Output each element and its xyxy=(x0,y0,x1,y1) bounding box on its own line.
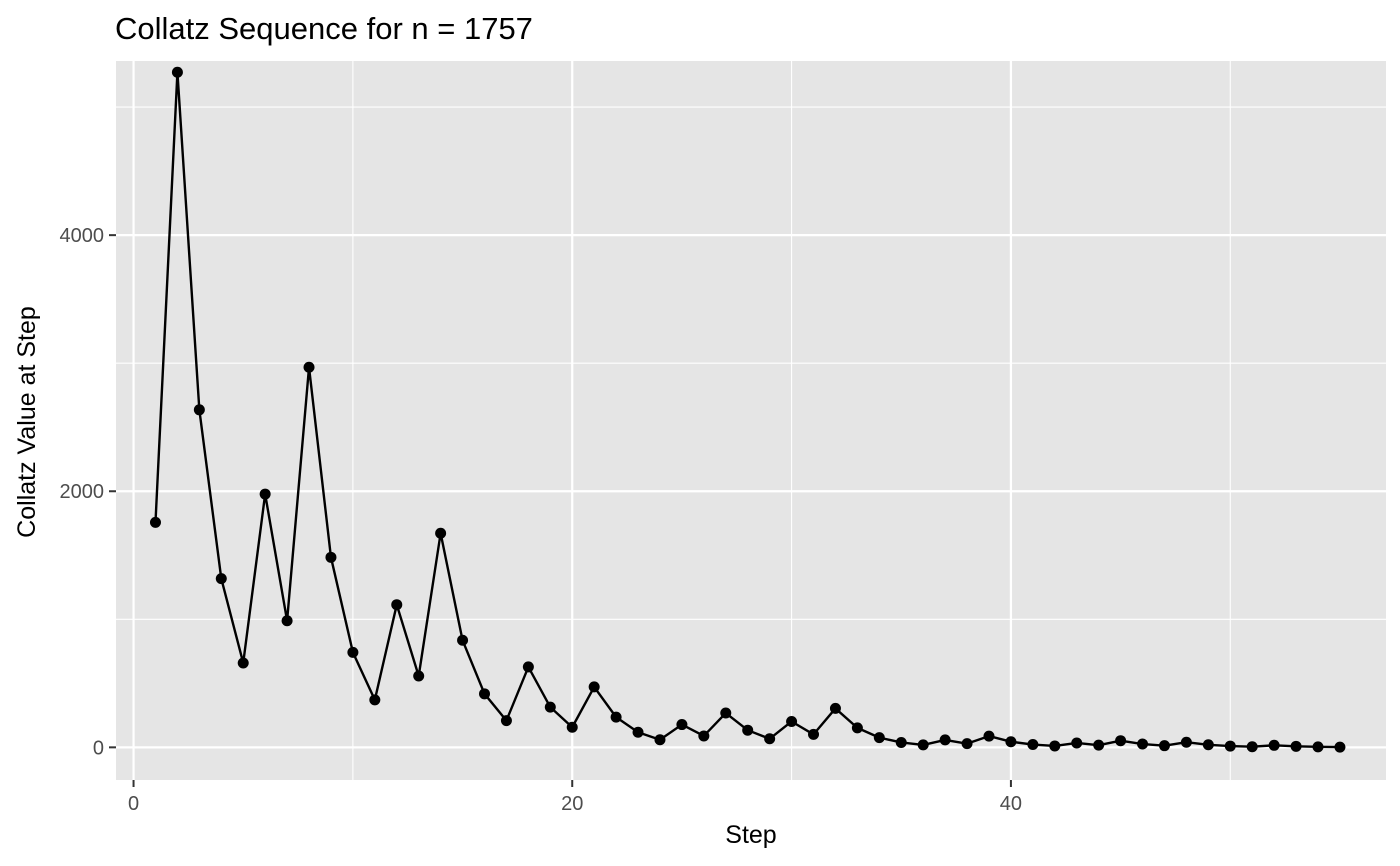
data-point xyxy=(654,734,666,746)
data-point xyxy=(413,670,425,682)
data-point xyxy=(1158,740,1170,752)
x-axis-title: Step xyxy=(725,821,776,849)
data-point xyxy=(610,711,622,723)
data-point xyxy=(851,722,863,734)
data-point xyxy=(1312,741,1324,753)
y-axis: 0 2000 4000 xyxy=(60,225,116,759)
data-point xyxy=(259,488,271,500)
data-point xyxy=(1071,737,1083,749)
data-point xyxy=(764,733,776,745)
data-point xyxy=(1005,736,1017,748)
data-point xyxy=(588,681,600,693)
data-point xyxy=(983,730,995,742)
x-tick-label: 0 xyxy=(128,793,139,815)
data-point xyxy=(676,719,688,731)
data-point xyxy=(808,728,820,740)
data-point xyxy=(171,66,183,78)
data-point xyxy=(1027,739,1039,751)
data-point xyxy=(1093,739,1105,751)
data-point xyxy=(829,702,841,714)
data-point xyxy=(193,404,205,416)
y-axis-title: Collatz Value at Step xyxy=(13,306,41,538)
plot-panel xyxy=(116,61,1386,780)
data-point xyxy=(237,657,249,669)
data-point xyxy=(1246,741,1258,753)
data-point xyxy=(632,726,644,738)
data-point xyxy=(544,701,556,713)
data-point xyxy=(961,738,973,750)
data-point xyxy=(347,646,359,658)
data-point xyxy=(435,527,447,539)
x-tick-label: 40 xyxy=(1000,793,1022,815)
series-points-group xyxy=(149,66,1346,753)
data-point xyxy=(215,573,227,585)
data-point xyxy=(1115,735,1127,747)
data-point xyxy=(1268,739,1280,751)
data-point xyxy=(391,599,403,611)
data-point xyxy=(698,730,710,742)
data-point xyxy=(149,516,161,528)
data-point xyxy=(895,736,907,748)
major-gridlines xyxy=(116,61,1386,780)
data-point xyxy=(786,715,798,727)
data-point xyxy=(457,634,469,646)
data-point xyxy=(939,734,951,746)
y-tick-label: 2000 xyxy=(60,481,105,503)
data-point xyxy=(1137,738,1149,750)
data-point xyxy=(1224,740,1236,752)
y-tick-label: 4000 xyxy=(60,225,105,247)
data-point xyxy=(478,688,490,700)
data-point xyxy=(742,724,754,736)
data-point xyxy=(566,721,578,733)
data-point xyxy=(303,361,315,373)
data-point xyxy=(1334,741,1346,753)
chart-title: Collatz Sequence for n = 1757 xyxy=(115,11,533,46)
data-point xyxy=(522,661,534,673)
data-point xyxy=(720,707,732,719)
y-tick-label: 0 xyxy=(93,737,104,759)
data-point xyxy=(1202,739,1214,751)
data-point xyxy=(1290,740,1302,752)
data-point xyxy=(325,551,337,563)
data-point xyxy=(1180,736,1192,748)
x-tick-label: 20 xyxy=(561,793,583,815)
data-point xyxy=(917,739,929,751)
data-point xyxy=(1049,740,1061,752)
minor-gridlines xyxy=(116,61,1386,780)
data-point xyxy=(500,715,512,727)
data-point xyxy=(369,694,381,706)
data-point xyxy=(873,732,885,744)
x-axis: 0 20 40 xyxy=(128,780,1022,815)
data-point xyxy=(281,615,293,627)
